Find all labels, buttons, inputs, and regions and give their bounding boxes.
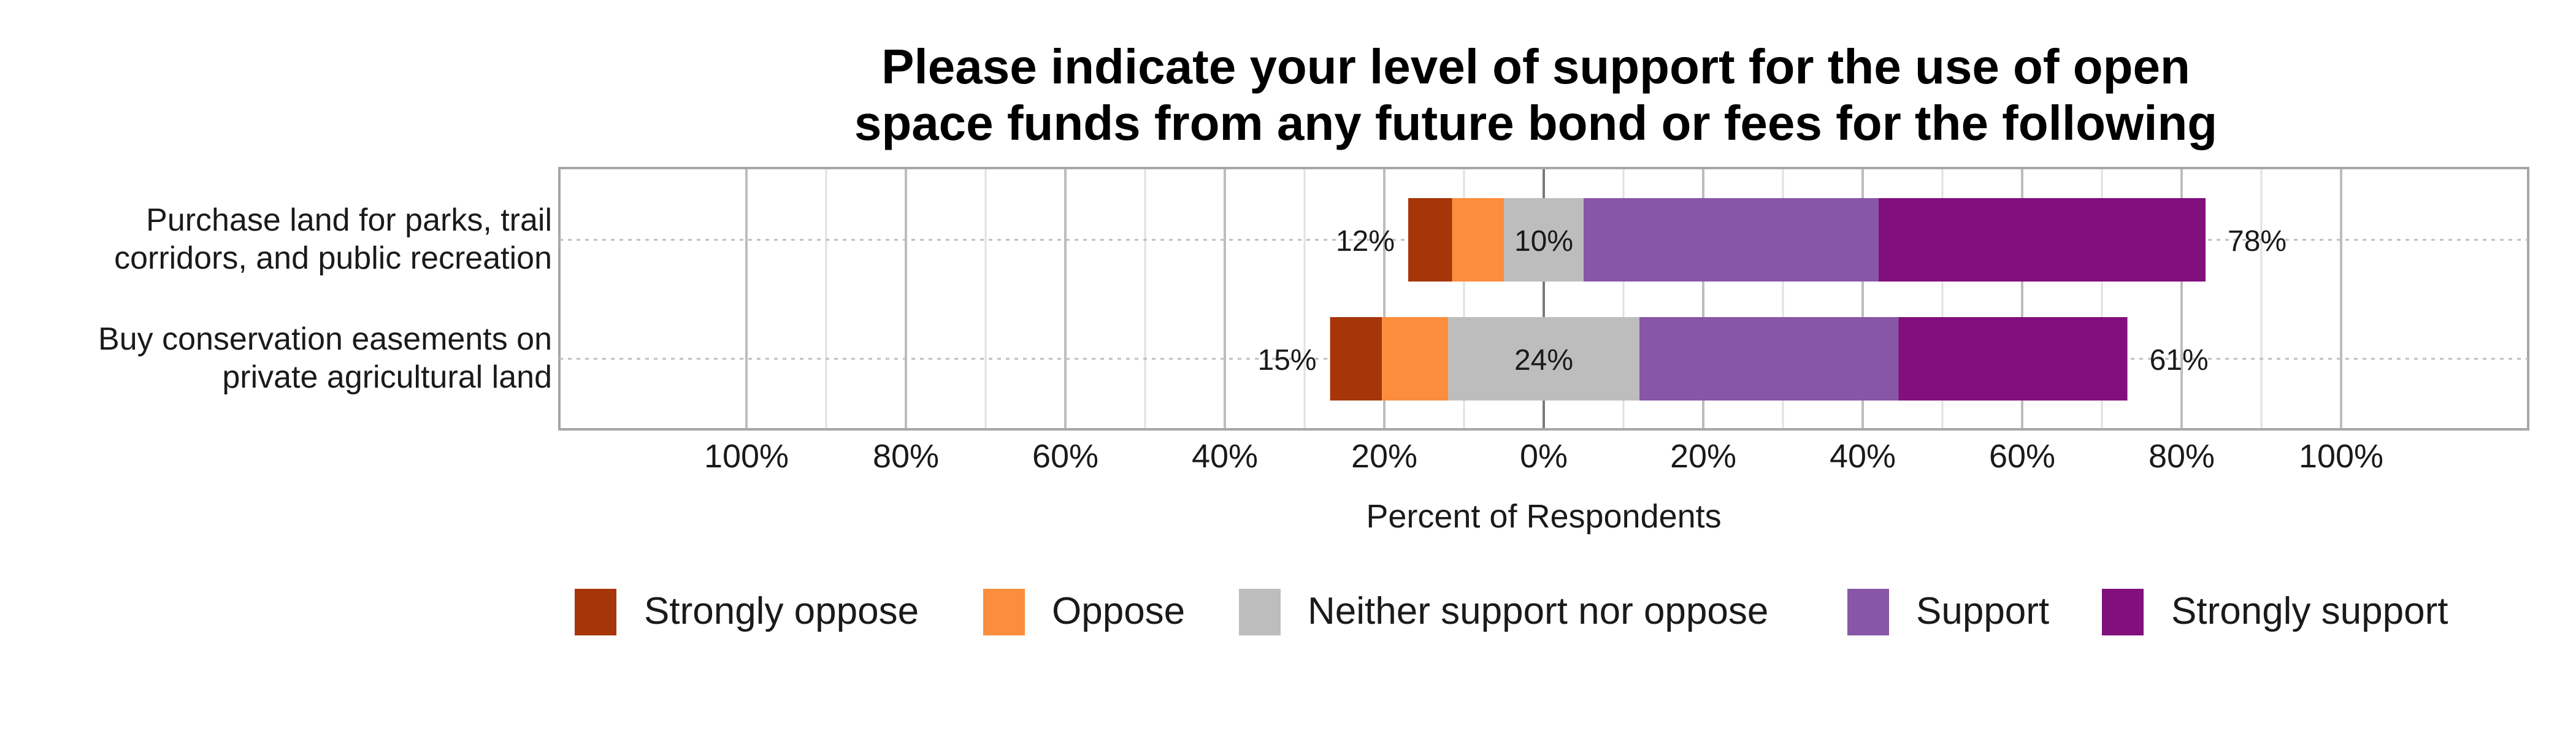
x-tick-label: 80% (2149, 438, 2215, 475)
neutral-percent-label: 24% (1514, 344, 1573, 377)
legend-label-oppose: Oppose (1052, 590, 1185, 632)
bar-cat1-support (1639, 317, 1899, 401)
legend-label-strongly-oppose: Strongly oppose (644, 590, 919, 632)
chart-title-line-2: space funds from any future bond or fees… (854, 96, 2217, 150)
bar-cat1-oppose (1382, 317, 1448, 401)
bar-cat0-neither-support-nor-oppose (1504, 198, 1584, 282)
category-0-label-line-1: Purchase land for parks, trail (146, 202, 552, 238)
legend-label-neither-support-nor-oppose: Neither support nor oppose (1308, 590, 1768, 632)
x-tick-label: 60% (1032, 438, 1098, 475)
x-tick-label: 0% (1520, 438, 1568, 475)
bar-cat0-strongly-oppose (1408, 198, 1452, 282)
x-tick-label: 60% (1989, 438, 2055, 475)
x-tick-label: 20% (1670, 438, 1736, 475)
x-tick-label: 20% (1351, 438, 1417, 475)
legend-swatch-neither-support-nor-oppose (1239, 589, 1281, 635)
x-tick-label: 100% (2299, 438, 2383, 475)
x-tick-label: 80% (873, 438, 939, 475)
legend-swatch-oppose (983, 589, 1025, 635)
legend-swatch-strongly-support (2102, 589, 2144, 635)
x-axis-label: Percent of Respondents (1366, 498, 1721, 535)
x-tick-label: 40% (1192, 438, 1258, 475)
bars (1330, 198, 2206, 401)
percent-labels: 12% 10% 78% 15% 24% 61% (1258, 225, 2287, 377)
bar-cat0-oppose (1452, 198, 1504, 282)
x-tick-label: 100% (704, 438, 789, 475)
support-percent-label: 78% (2228, 225, 2287, 258)
category-0-label-line-2: corridors, and public recreation (114, 240, 552, 276)
x-tick-label: 40% (1830, 438, 1896, 475)
legend-label-support: Support (1916, 590, 2049, 632)
category-1-label-line-2: private agricultural land (222, 359, 552, 395)
neutral-percent-label: 10% (1514, 225, 1573, 258)
oppose-percent-label: 15% (1258, 344, 1317, 377)
bar-cat0-strongly-support (1879, 198, 2206, 282)
bar-cat0-support (1584, 198, 1879, 282)
legend-swatch-strongly-oppose (575, 589, 616, 635)
bar-cat1-strongly-oppose (1330, 317, 1382, 401)
x-tick-labels: 100% 80% 60% 40% 20% 0% 20% 40% 60% 80% 100% (704, 438, 2383, 475)
category-1-label-line-1: Buy conservation easements on (98, 321, 552, 357)
bar-cat1-strongly-support (1898, 317, 2128, 401)
legend: Strongly oppose Oppose Neither support nor… (575, 589, 2448, 635)
legend-label-strongly-support: Strongly support (2171, 590, 2448, 632)
bar-cat1-neither-support-nor-oppose (1448, 317, 1639, 401)
chart-title-line-1: Please indicate your level of support fo… (881, 39, 2190, 94)
support-percent-label: 61% (2150, 344, 2209, 377)
legend-swatch-support (1847, 589, 1889, 635)
plot-panel-border (558, 167, 2529, 431)
oppose-percent-label: 12% (1336, 225, 1395, 258)
